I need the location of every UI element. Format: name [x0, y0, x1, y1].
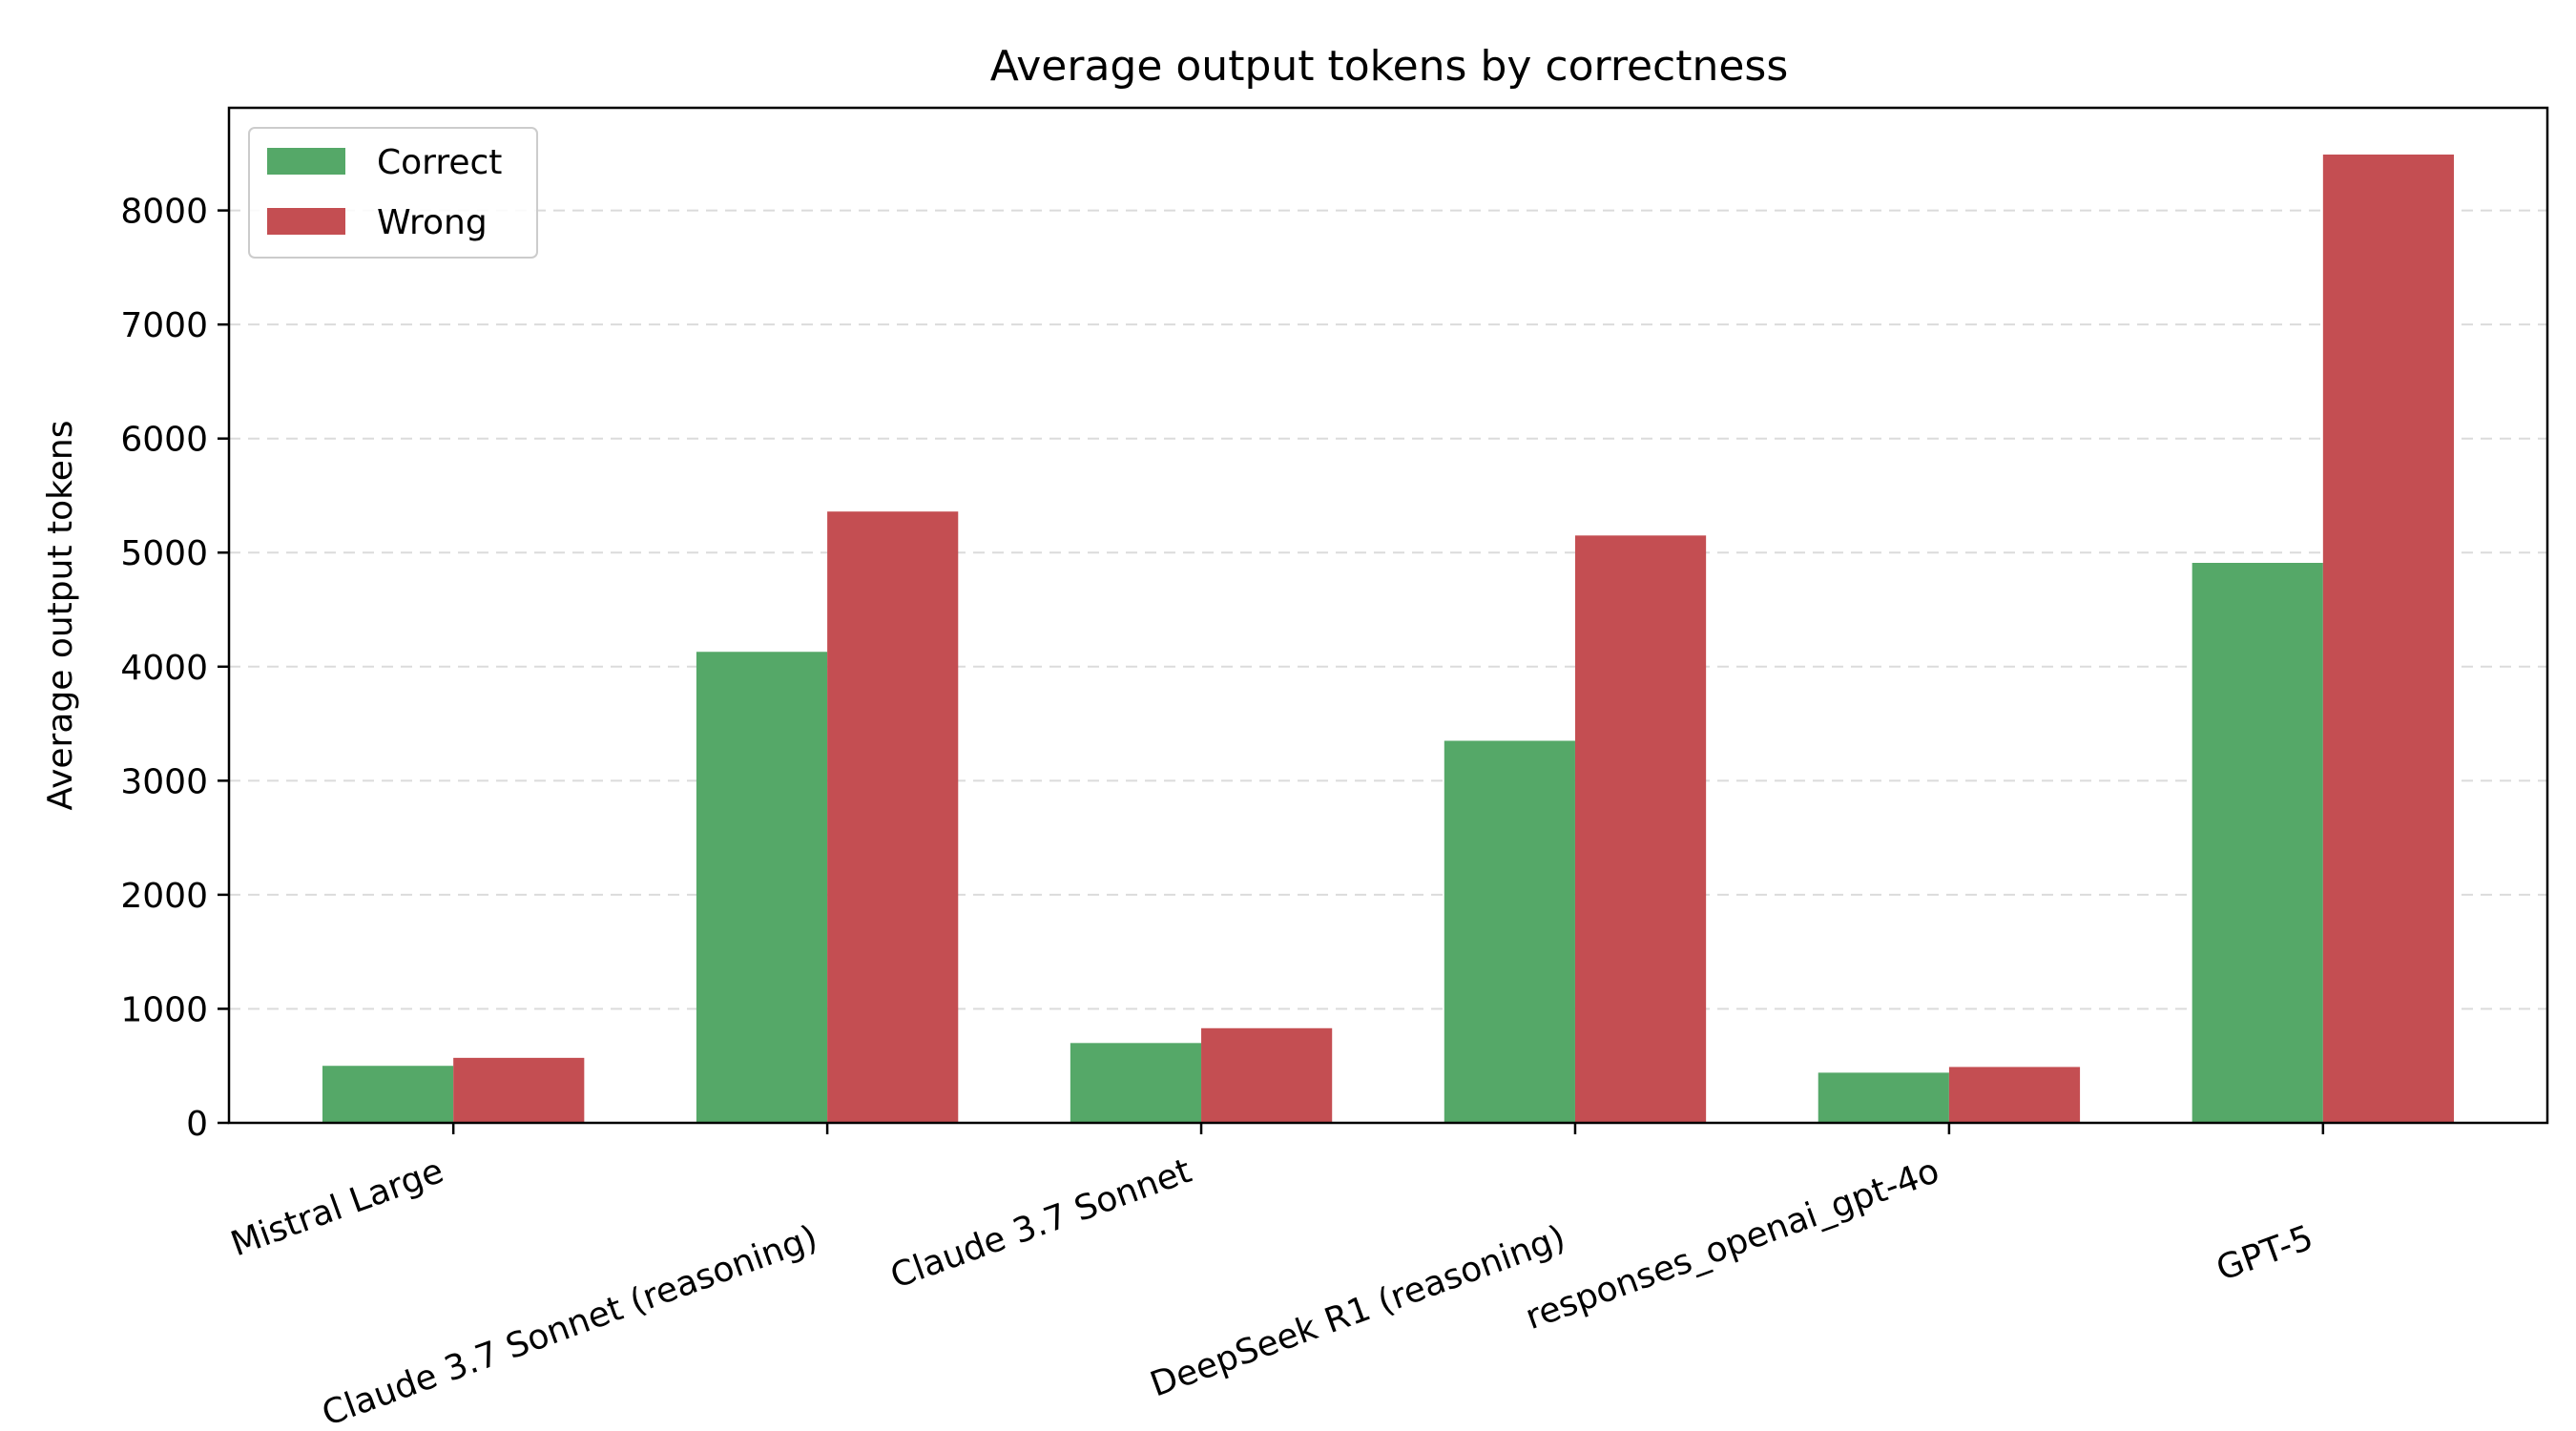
bar-correct — [1444, 740, 1575, 1123]
y-tick-label: 5000 — [120, 534, 208, 573]
y-axis-ticks: 0 1000 2000 3000 4000 5000 6000 7000 8000 — [120, 193, 229, 1144]
y-tick-label: 6000 — [120, 421, 208, 460]
bar-correct — [2192, 563, 2323, 1123]
bar-wrong — [1574, 535, 1707, 1123]
y-tick-label: 8000 — [120, 193, 208, 232]
legend: Correct Wrong — [248, 127, 538, 259]
bar-correct — [322, 1066, 454, 1123]
chart-title: Average output tokens by correctness — [990, 42, 1789, 91]
legend-label-wrong: Wrong — [377, 203, 488, 242]
legend-swatch-wrong — [267, 208, 345, 235]
gridlines — [229, 209, 2547, 1010]
bar-wrong — [453, 1057, 585, 1123]
legend-label-correct: Correct — [377, 143, 502, 182]
bars — [322, 155, 2455, 1123]
y-tick-label: 7000 — [120, 306, 208, 345]
bar-correct — [696, 652, 828, 1123]
y-axis-label: Average output tokens — [41, 421, 80, 811]
bar-correct — [1070, 1043, 1202, 1123]
y-tick-label: 2000 — [120, 877, 208, 916]
legend-swatch-correct — [267, 148, 345, 175]
y-tick-label: 4000 — [120, 649, 208, 688]
y-tick-label: 1000 — [120, 990, 208, 1029]
bar-wrong — [2322, 155, 2455, 1123]
y-tick-label: 0 — [186, 1105, 208, 1144]
bar-wrong — [1948, 1067, 2081, 1123]
y-tick-label: 3000 — [120, 762, 208, 801]
bar-correct — [1818, 1072, 1949, 1123]
bar-wrong — [1201, 1027, 1333, 1123]
bar-wrong — [827, 511, 959, 1123]
plot-area-frame — [227, 106, 2549, 1125]
